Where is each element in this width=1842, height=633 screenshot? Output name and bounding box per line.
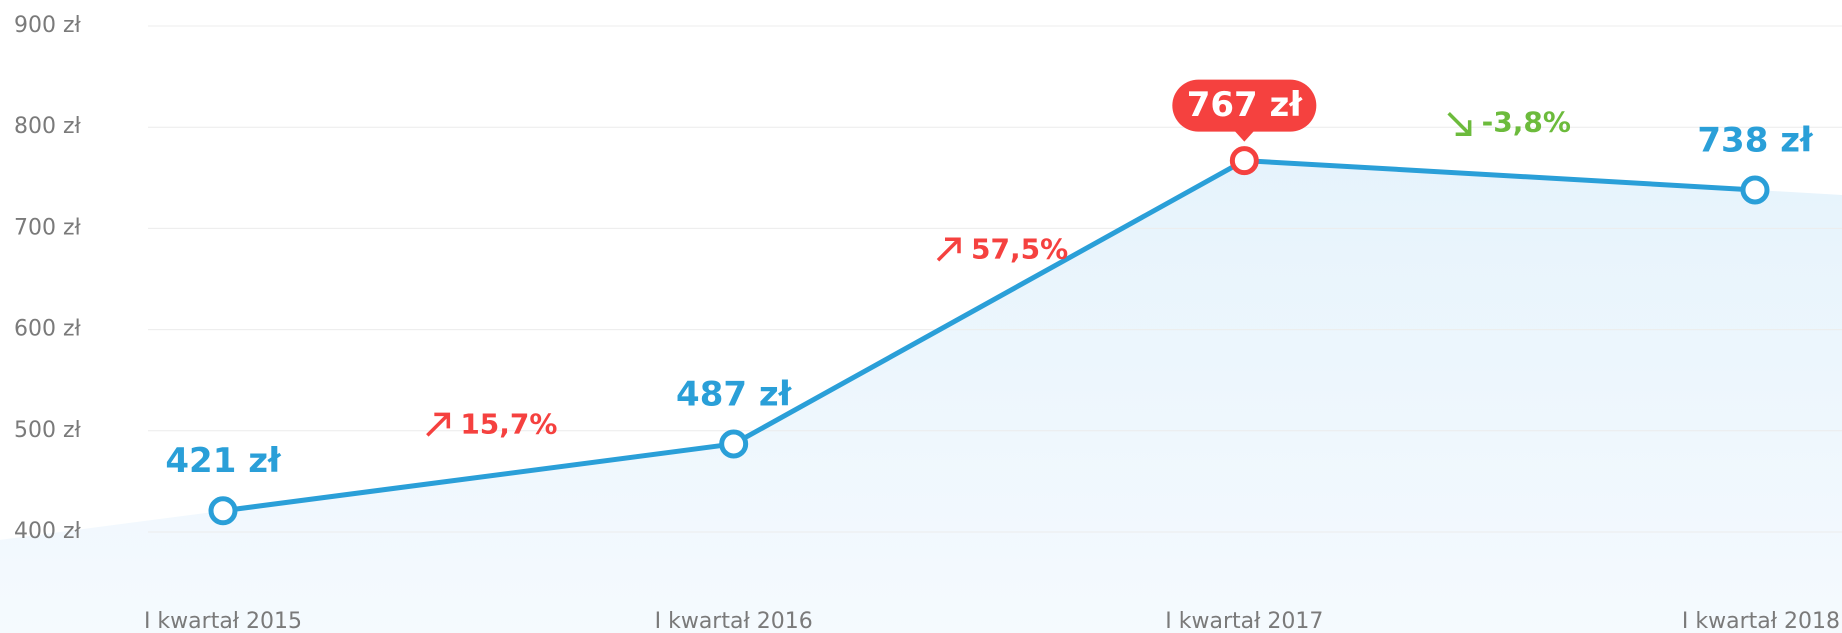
callout-pointer <box>1234 130 1255 142</box>
data-point <box>1229 146 1259 176</box>
x-tick-label: I kwartał 2018 <box>1682 609 1840 633</box>
x-tick-label: I kwartał 2016 <box>655 609 813 633</box>
change-annotation: 57,5% <box>936 232 1068 265</box>
y-tick-label: 800 zł <box>14 114 82 139</box>
change-annotation: -3,8% <box>1447 105 1571 138</box>
arrow-icon <box>426 412 451 437</box>
value-label: 421 zł <box>165 441 282 481</box>
change-label: -3,8% <box>1482 105 1571 138</box>
x-tick-label: I kwartał 2017 <box>1165 609 1323 633</box>
arrow-icon <box>1447 112 1472 137</box>
value-label: 767 zł <box>1187 85 1304 125</box>
data-point <box>1740 175 1770 205</box>
data-point <box>719 429 749 459</box>
change-label: 57,5% <box>971 232 1068 265</box>
value-label: 738 zł <box>1697 120 1814 160</box>
change-label: 15,7% <box>460 407 557 440</box>
callout-bubble <box>1172 79 1317 132</box>
y-tick-label: 400 zł <box>14 519 82 544</box>
y-tick-label: 900 zł <box>14 13 82 38</box>
y-tick-label: 700 zł <box>14 215 82 240</box>
area-fill <box>0 160 1842 633</box>
y-tick-label: 500 zł <box>14 418 82 443</box>
line <box>222 158 1756 514</box>
change-annotation: 15,7% <box>426 407 557 440</box>
y-tick-label: 600 zł <box>14 317 82 342</box>
arrow-icon <box>936 237 961 262</box>
data-point <box>208 496 238 526</box>
x-tick-label: I kwartał 2015 <box>144 609 302 633</box>
value-label: 487 zł <box>676 374 793 414</box>
